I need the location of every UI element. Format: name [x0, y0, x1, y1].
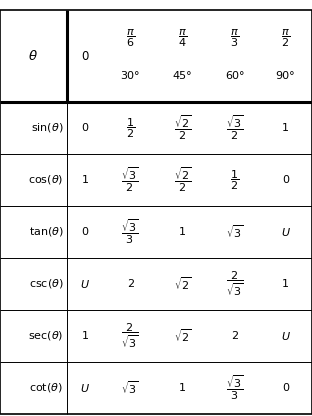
Text: $\cos(\theta)$: $\cos(\theta)$ — [28, 173, 63, 186]
Text: $\sec(\theta)$: $\sec(\theta)$ — [28, 329, 63, 342]
Text: $\dfrac{\sqrt{2}}{2}$: $\dfrac{\sqrt{2}}{2}$ — [173, 114, 192, 142]
Text: $U$: $U$ — [280, 330, 290, 342]
Text: $\dfrac{\pi}{3}$: $\dfrac{\pi}{3}$ — [230, 27, 240, 49]
Text: $\dfrac{\sqrt{3}}{2}$: $\dfrac{\sqrt{3}}{2}$ — [226, 114, 244, 142]
Text: 1: 1 — [179, 383, 186, 393]
Text: 1: 1 — [81, 331, 88, 341]
Text: $\dfrac{2}{\sqrt{3}}$: $\dfrac{2}{\sqrt{3}}$ — [121, 322, 139, 350]
Text: $U$: $U$ — [80, 278, 90, 290]
Text: $\dfrac{2}{\sqrt{3}}$: $\dfrac{2}{\sqrt{3}}$ — [226, 270, 244, 298]
Text: $\dfrac{\pi}{2}$: $\dfrac{\pi}{2}$ — [281, 27, 290, 49]
Text: $\dfrac{\pi}{6}$: $\dfrac{\pi}{6}$ — [126, 27, 135, 49]
Text: 30°: 30° — [121, 71, 140, 81]
Text: 60°: 60° — [225, 71, 245, 81]
Text: $\tan(\theta)$: $\tan(\theta)$ — [28, 225, 63, 238]
Text: $\dfrac{1}{2}$: $\dfrac{1}{2}$ — [230, 168, 240, 192]
Text: $\dfrac{\sqrt{3}}{3}$: $\dfrac{\sqrt{3}}{3}$ — [226, 374, 244, 402]
Text: 0: 0 — [81, 123, 88, 133]
Text: 2: 2 — [127, 279, 134, 289]
Text: 90°: 90° — [276, 71, 295, 81]
Text: $\csc(\theta)$: $\csc(\theta)$ — [29, 277, 63, 290]
Text: $\dfrac{\pi}{4}$: $\dfrac{\pi}{4}$ — [178, 27, 187, 49]
Text: $\sqrt{2}$: $\sqrt{2}$ — [173, 327, 192, 344]
Text: 0: 0 — [282, 175, 289, 185]
Text: $U$: $U$ — [80, 382, 90, 394]
Text: 1: 1 — [282, 123, 289, 133]
Text: 1: 1 — [179, 227, 186, 237]
Text: 0: 0 — [81, 227, 88, 237]
Text: 2: 2 — [232, 331, 238, 341]
Text: $\sqrt{3}$: $\sqrt{3}$ — [121, 379, 139, 396]
Text: $\dfrac{\sqrt{3}}{2}$: $\dfrac{\sqrt{3}}{2}$ — [121, 166, 139, 194]
Text: $U$: $U$ — [280, 226, 290, 238]
Text: $\dfrac{\sqrt{3}}{3}$: $\dfrac{\sqrt{3}}{3}$ — [121, 218, 139, 246]
Text: $\sqrt{2}$: $\sqrt{2}$ — [173, 275, 192, 292]
Text: $\cot(\theta)$: $\cot(\theta)$ — [29, 381, 63, 394]
Text: 1: 1 — [282, 279, 289, 289]
Text: $\sin(\theta)$: $\sin(\theta)$ — [31, 121, 63, 134]
Text: 1: 1 — [81, 175, 88, 185]
Text: 45°: 45° — [173, 71, 192, 81]
Text: $\theta$: $\theta$ — [28, 49, 38, 63]
Text: 0: 0 — [282, 383, 289, 393]
Text: $\dfrac{\sqrt{2}}{2}$: $\dfrac{\sqrt{2}}{2}$ — [173, 166, 192, 194]
Text: 0: 0 — [81, 50, 89, 63]
Text: $\sqrt{3}$: $\sqrt{3}$ — [226, 223, 244, 240]
Text: $\dfrac{1}{2}$: $\dfrac{1}{2}$ — [126, 116, 135, 140]
